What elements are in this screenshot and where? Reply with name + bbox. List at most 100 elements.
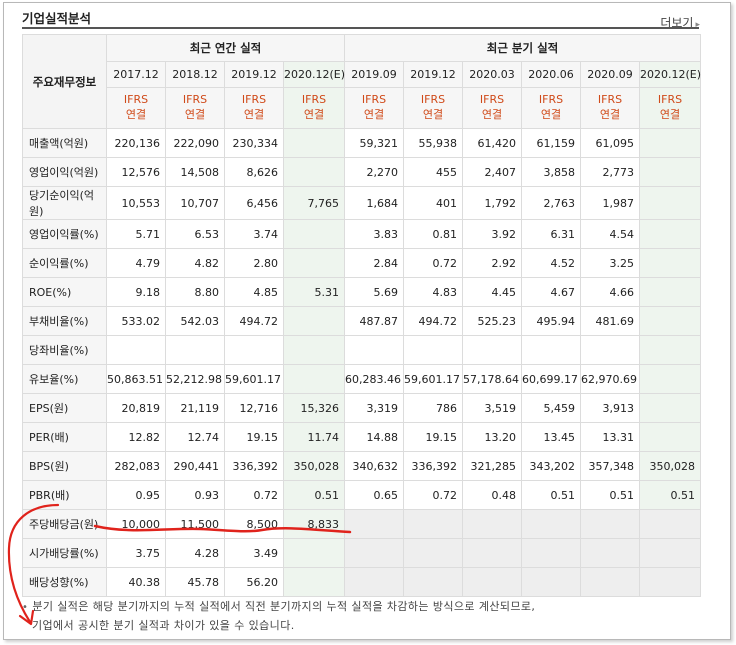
table-cell xyxy=(462,538,522,568)
table-cell xyxy=(638,219,702,249)
table-cell xyxy=(283,567,345,597)
table-row: BPS(원) 282,083 290,441 336,392 350,028 340,63… xyxy=(22,451,702,481)
table-cell: 0.48 xyxy=(462,480,522,510)
table-cell: 5,459 xyxy=(521,393,581,423)
standard-line-1: IFRS xyxy=(123,93,149,107)
table-cell: 1,792 xyxy=(462,186,522,220)
row-label: 시가배당률(%) xyxy=(22,538,107,568)
table-cell: 6.31 xyxy=(521,219,581,249)
label-header: 주요재무정보 xyxy=(22,34,107,129)
footnote-line-1: 분기 실적은 해당 분기까지의 누적 실적에서 직전 분기까지의 누적 실적을 … xyxy=(32,600,536,613)
table-cell: 357,348 xyxy=(580,451,640,481)
standard-header: IFRS 연결 xyxy=(344,87,404,129)
table-cell: 340,632 xyxy=(344,451,404,481)
standard-line-2: 연결 xyxy=(303,108,325,121)
table-cell: 56.20 xyxy=(224,567,284,597)
table-row: ROE(%) 9.18 8.80 4.85 5.31 5.69 4.83 4.45 4.67 4.… xyxy=(22,277,702,307)
table-cell xyxy=(638,509,702,539)
period-header: 2020.12(E) xyxy=(638,61,702,88)
table-cell: 13.20 xyxy=(462,422,522,452)
row-label: 영업이익(억원) xyxy=(22,157,107,187)
table-cell: 12.74 xyxy=(165,422,225,452)
table-cell xyxy=(462,509,522,539)
standard-header: IFRS 연결 xyxy=(165,87,225,129)
table-cell: 4.67 xyxy=(521,277,581,307)
table-cell: 5.71 xyxy=(106,219,166,249)
table-cell xyxy=(283,306,345,336)
table-cell xyxy=(521,538,581,568)
period-header: 2020.09 xyxy=(580,61,640,88)
table-cell xyxy=(521,335,581,365)
table-cell: 3,858 xyxy=(521,157,581,187)
table-cell xyxy=(638,567,702,597)
period-header: 2020.03 xyxy=(462,61,522,88)
table-cell: 61,159 xyxy=(521,128,581,158)
table-cell: 2.80 xyxy=(224,248,284,278)
table-row: 부채비율(%) 533.02 542.03 494.72 487.87 494.72 525… xyxy=(22,306,702,336)
more-link[interactable]: 더보기 ▸ xyxy=(660,14,700,31)
table-row: EPS(원) 20,819 21,119 12,716 15,326 3,319 786 3,… xyxy=(22,393,702,423)
table-cell xyxy=(580,509,640,539)
standard-line-1: IFRS xyxy=(538,93,564,107)
standard-header: IFRS 연결 xyxy=(521,87,581,129)
standard-header: IFRS 연결 xyxy=(403,87,463,129)
table-cell: 336,392 xyxy=(224,451,284,481)
table-cell xyxy=(638,157,702,187)
table-cell xyxy=(224,335,284,365)
table-cell xyxy=(638,393,702,423)
table-cell: 290,441 xyxy=(165,451,225,481)
row-label: 부채비율(%) xyxy=(22,306,107,336)
standard-line-2: 연결 xyxy=(125,108,147,121)
table-cell: 45.78 xyxy=(165,567,225,597)
standard-line-2: 연결 xyxy=(363,108,385,121)
standard-line-1: IFRS xyxy=(479,93,505,107)
standard-line-2: 연결 xyxy=(481,108,503,121)
table-cell: 13.45 xyxy=(521,422,581,452)
table-cell xyxy=(580,538,640,568)
table-cell: 494.72 xyxy=(403,306,463,336)
table-cell xyxy=(344,567,404,597)
period-header: 2019.12 xyxy=(224,61,284,88)
table-cell: 1,987 xyxy=(580,186,640,220)
table-cell: 0.65 xyxy=(344,480,404,510)
table-cell: 59,601.17 xyxy=(403,364,463,394)
section-title: 기업실적분석 xyxy=(22,11,92,26)
standard-line-1: IFRS xyxy=(597,93,623,107)
standard-line-2: 연결 xyxy=(422,108,444,121)
table-cell: 3.49 xyxy=(224,538,284,568)
table-cell xyxy=(283,248,345,278)
standard-line-1: IFRS xyxy=(361,93,387,107)
table-cell: 3,319 xyxy=(344,393,404,423)
financial-table: 주요재무정보 최근 연간 실적 최근 분기 실적 2017.12 2018.12 2… xyxy=(22,34,702,597)
table-cell: 487.87 xyxy=(344,306,404,336)
table-cell xyxy=(521,567,581,597)
table-cell xyxy=(403,335,463,365)
table-cell: 14.88 xyxy=(344,422,404,452)
table-cell xyxy=(283,157,345,187)
table-cell: 343,202 xyxy=(521,451,581,481)
table-cell: 59,601.17 xyxy=(224,364,284,394)
row-label: 매출액(억원) xyxy=(22,128,107,158)
standard-line-2: 연결 xyxy=(243,108,265,121)
period-header: 2020.12(E) xyxy=(283,61,345,88)
table-cell xyxy=(521,509,581,539)
annual-group-header: 최근 연간 실적 xyxy=(106,34,345,62)
table-row: 주당배당금(원) 10,000 11,500 8,500 8,833 xyxy=(22,509,702,539)
table-cell xyxy=(638,422,702,452)
row-label: PBR(배) xyxy=(22,480,107,510)
table-cell: 11,500 xyxy=(165,509,225,539)
table-cell: 4.83 xyxy=(403,277,463,307)
table-cell xyxy=(283,364,345,394)
table-cell: 4.45 xyxy=(462,277,522,307)
standard-line-1: IFRS xyxy=(657,93,683,107)
standard-line-1: IFRS xyxy=(420,93,446,107)
table-cell xyxy=(638,364,702,394)
table-row: 배당성향(%) 40.38 45.78 56.20 xyxy=(22,567,702,597)
table-cell: 4.28 xyxy=(165,538,225,568)
row-label: 당기순이익(억원) xyxy=(22,186,107,220)
table-cell: 2.84 xyxy=(344,248,404,278)
standard-header: IFRS 연결 xyxy=(283,87,345,129)
table-cell xyxy=(165,335,225,365)
chevron-right-icon: ▸ xyxy=(695,20,700,30)
table-cell: 0.93 xyxy=(165,480,225,510)
